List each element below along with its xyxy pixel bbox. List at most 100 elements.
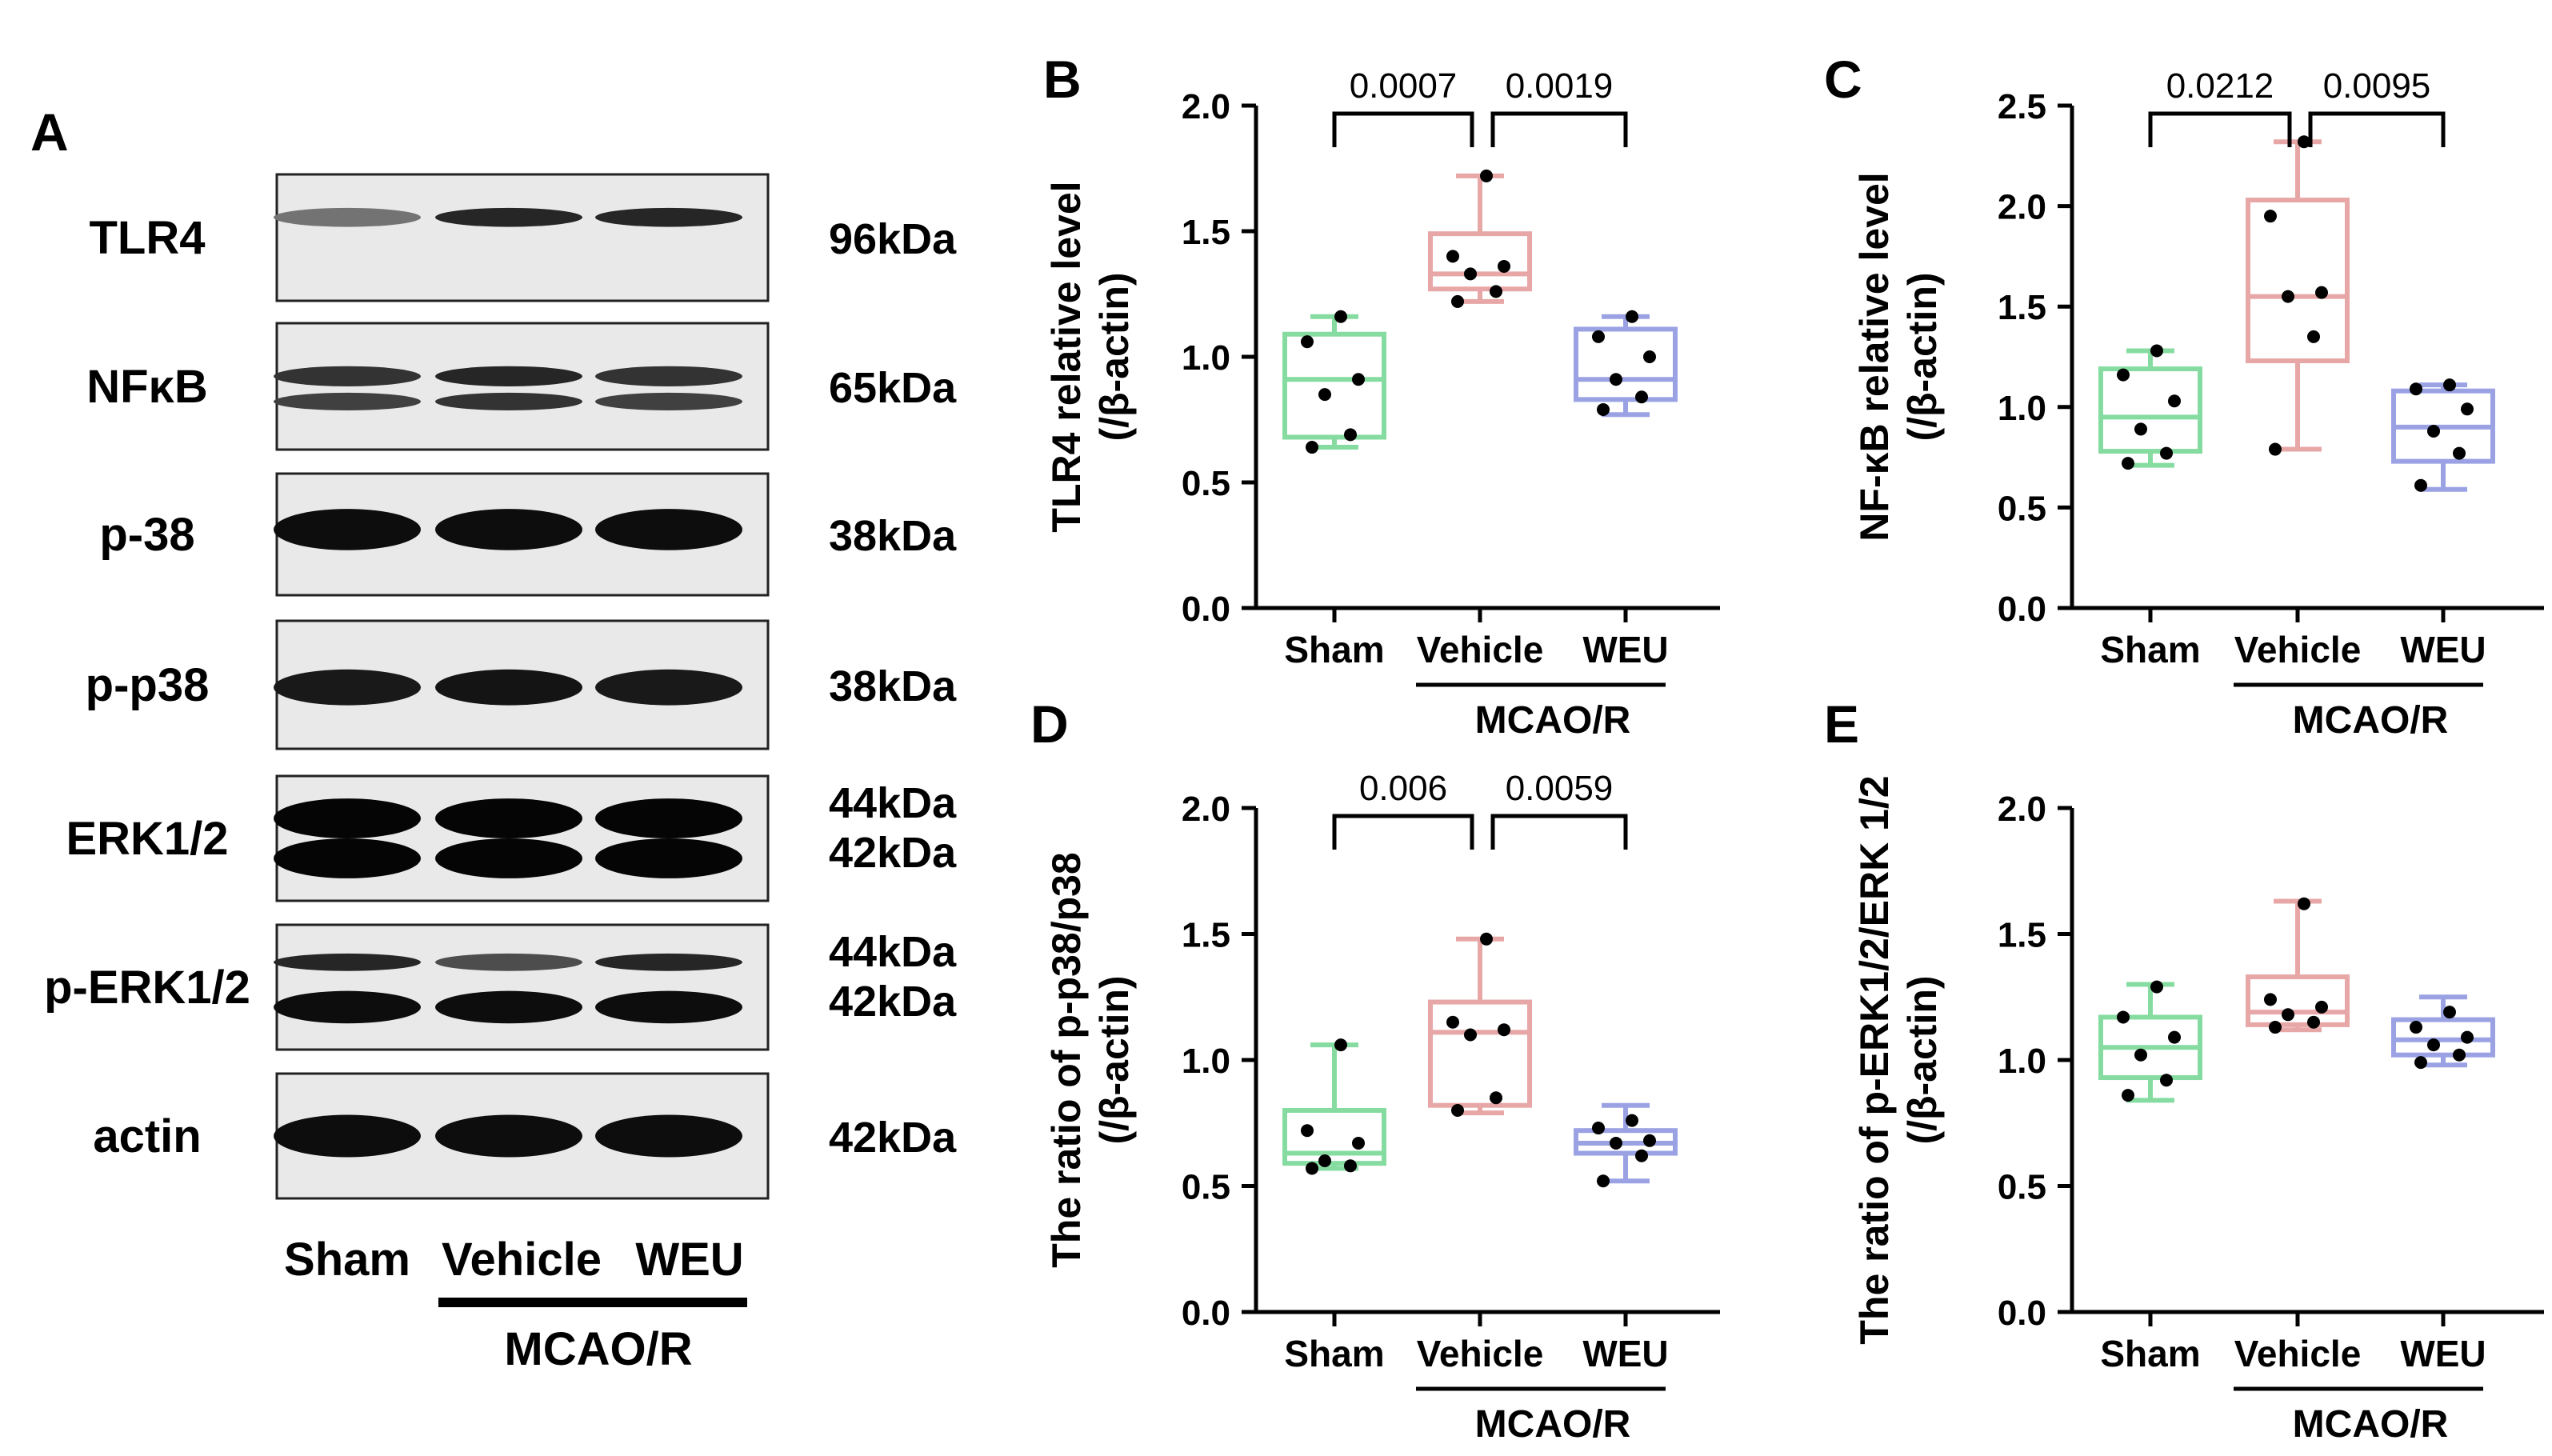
x-tick-label: WEU: [1582, 1333, 1668, 1374]
y-tick-label: 1.5: [1998, 916, 2046, 955]
data-point: [1592, 330, 1605, 343]
box-vehicle: [2246, 135, 2350, 456]
data-point: [1643, 350, 1656, 363]
data-point: [2427, 424, 2440, 438]
data-point: [2134, 422, 2147, 436]
panel-d-chart: D 0.0 0.5 1.0 1.5 2.0 The ratio of p-p38/p38 (/…: [1030, 694, 1720, 1446]
data-point: [2410, 382, 2422, 396]
y-tick-label: 1.0: [1182, 1042, 1230, 1081]
significance-bracket: [1332, 814, 1474, 850]
data-point: [2122, 457, 2134, 470]
data-point: [1610, 373, 1622, 386]
y-tick-label: 2.0: [1182, 790, 1230, 829]
box-weu: [2391, 378, 2495, 492]
x-tick-label: Sham: [2100, 1333, 2200, 1374]
data-point: [1306, 1162, 1318, 1175]
lane-label: WEU: [635, 1234, 743, 1286]
data-point: [1318, 388, 1331, 402]
p-value-label: 0.0095: [2323, 66, 2431, 106]
blot-protein-label: TLR4: [90, 212, 206, 264]
lane-label: Sham: [284, 1234, 410, 1286]
box-iqr: [1428, 999, 1532, 1108]
panel-label: B: [1043, 50, 1082, 109]
blot-row-1: NFκB 65kDa: [86, 322, 957, 451]
data-point: [2168, 1030, 2181, 1044]
blot-band: [595, 1114, 742, 1158]
blot-row-2: p-38 38kDa: [99, 472, 957, 597]
data-point: [2269, 1021, 2282, 1034]
p-value-label: 0.006: [1359, 769, 1447, 808]
panel-label: D: [1030, 694, 1069, 754]
y-tick-label: 0.0: [1182, 1294, 1230, 1333]
y-tick-label: 0.0: [1182, 590, 1230, 629]
data-point: [2298, 897, 2310, 910]
y-axis-title: The ratio of p-ERK1/2/ERK 1/2: [1852, 775, 1897, 1344]
significance-bracket: [1490, 814, 1628, 850]
box-iqr: [2098, 366, 2202, 454]
blot-row-3: p-p38 38kDa: [86, 619, 957, 750]
blot-band: [274, 669, 421, 706]
y-tick-label: 1.5: [1182, 213, 1230, 252]
data-point: [2282, 1008, 2294, 1022]
data-point: [1597, 402, 1610, 416]
data-point: [2117, 368, 2130, 382]
data-point: [2134, 1048, 2147, 1062]
blot-band: [435, 392, 582, 411]
group-label: MCAO/R: [2293, 1403, 2449, 1446]
data-point: [2160, 1074, 2173, 1087]
data-point: [1480, 169, 1493, 182]
blot-size-label: 38kDa: [829, 512, 957, 560]
p-value-label: 0.0019: [1506, 66, 1614, 106]
y-tick-label: 1.0: [1998, 389, 2046, 428]
box-sham: [1282, 1038, 1386, 1175]
data-point: [1635, 1149, 1648, 1162]
y-axis-title: (/β-actin): [1900, 975, 1945, 1144]
data-point: [1344, 428, 1357, 442]
blot-band: [274, 990, 421, 1024]
blot-protein-label: p-p38: [86, 659, 210, 711]
group-label: MCAO/R: [2293, 699, 2449, 742]
blot-band: [435, 509, 582, 550]
box-vehicle: [1428, 169, 1532, 308]
x-tick-label: WEU: [1582, 629, 1668, 670]
data-point: [2453, 446, 2466, 460]
box-iqr: [2246, 974, 2350, 1027]
box-iqr: [1282, 1108, 1386, 1166]
data-point: [2307, 1015, 2320, 1029]
data-point: [1490, 285, 1502, 298]
box-iqr: [1574, 326, 1678, 402]
y-tick-label: 2.5: [1998, 87, 2046, 126]
y-tick-label: 2.0: [1182, 87, 1230, 126]
blot-band: [595, 509, 742, 550]
blot-band: [595, 207, 742, 227]
x-tick-label: Vehicle: [2234, 1333, 2362, 1374]
blot-band: [274, 798, 421, 838]
data-point: [1446, 250, 1459, 263]
blot-band: [595, 366, 742, 386]
blot-frame: [275, 173, 770, 302]
blot-protein-label: p-38: [99, 509, 194, 561]
blot-band: [435, 1114, 582, 1158]
data-point: [1334, 1038, 1347, 1052]
box-iqr: [1282, 331, 1386, 440]
panel-a-western-blot: A TLR4 96kDa NFκB 65kDa p-38 38kDa p-p38 38kDa ER…: [30, 102, 957, 1375]
significance-bracket: [1490, 111, 1628, 147]
data-point: [1301, 1124, 1314, 1138]
panel-label: C: [1824, 50, 1862, 109]
y-tick-label: 2.0: [1998, 790, 2046, 829]
data-point: [2315, 286, 2328, 299]
blot-band: [595, 392, 742, 411]
data-point: [2264, 210, 2277, 223]
significance-bracket: [1332, 111, 1474, 147]
x-tick-label: WEU: [2400, 629, 2486, 670]
data-point: [2269, 442, 2282, 456]
blot-frame: [275, 923, 770, 1051]
data-point: [2150, 980, 2163, 994]
y-tick-label: 0.5: [1998, 489, 2046, 528]
data-point: [1446, 1015, 1459, 1029]
blot-band: [274, 509, 421, 550]
p-value-label: 0.0059: [1506, 769, 1614, 808]
blot-size-label: 65kDa: [829, 364, 957, 412]
data-point: [2307, 330, 2320, 343]
